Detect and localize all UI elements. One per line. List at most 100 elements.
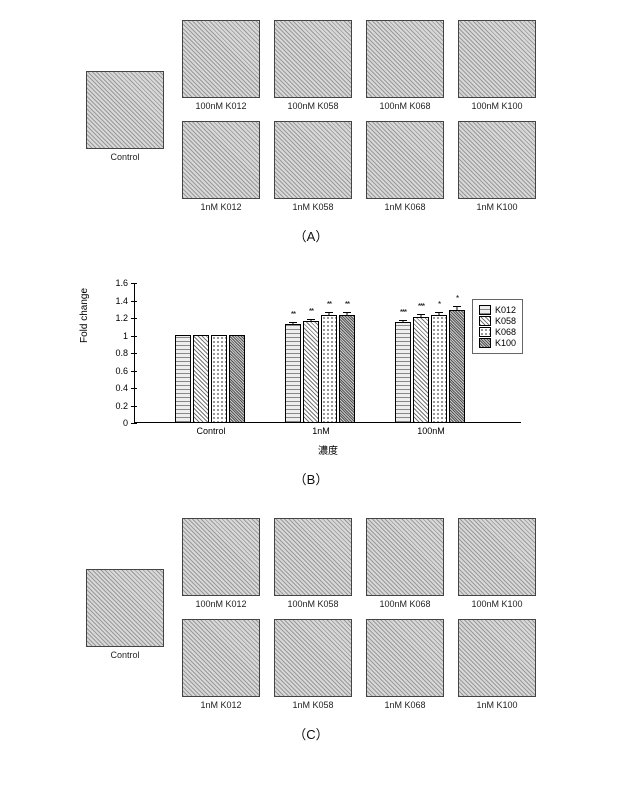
bar-group: ********	[285, 315, 355, 422]
image-cell	[274, 121, 352, 199]
panel-c: Control 100nM K012100nM K058100nM K06810…	[20, 518, 602, 743]
cell-label: 100nM K100	[471, 101, 522, 111]
y-tick-label: 0	[123, 418, 128, 428]
legend-swatch	[479, 316, 491, 326]
image-cell	[458, 20, 536, 98]
significance-marker: **	[291, 310, 295, 319]
cell-label: 100nM K012	[195, 101, 246, 111]
image-cell	[182, 619, 260, 697]
panel-c-caption: （C）	[20, 724, 602, 743]
y-tick-label: 1.4	[115, 296, 128, 306]
grid-cell-col: 1nM K100	[458, 619, 536, 710]
significance-marker: *	[438, 300, 440, 309]
cell-label: 100nM K058	[287, 101, 338, 111]
panel-b: Fold change 00.20.40.60.811.21.41.6 濃度 C…	[20, 275, 602, 488]
bar-chart: Fold change 00.20.40.60.811.21.41.6 濃度 C…	[101, 275, 521, 455]
grid-cell-col: 100nM K058	[274, 20, 352, 111]
control-label: Control	[110, 650, 139, 660]
grid-row: 100nM K012 100nM K058 100nM K068 100nM K100	[182, 20, 536, 111]
grid-cell-col: 1nM K012	[182, 619, 260, 710]
significance-marker: ***	[418, 302, 424, 311]
x-tick-label: 1nM	[312, 426, 330, 436]
legend-swatch	[479, 305, 491, 315]
control-label: Control	[110, 152, 139, 162]
y-tick-label: 0.4	[115, 383, 128, 393]
image-cell	[182, 20, 260, 98]
y-axis: Fold change 00.20.40.60.811.21.41.6	[101, 283, 135, 423]
grid-cell-col: 1nM K068	[366, 121, 444, 212]
bar: *	[449, 310, 465, 422]
x-tick-label: Control	[196, 426, 225, 436]
bar	[193, 335, 209, 423]
legend-label: K012	[495, 305, 516, 315]
legend-row: K058	[479, 316, 516, 326]
image-cell	[366, 619, 444, 697]
legend-row: K068	[479, 327, 516, 337]
bar	[211, 335, 227, 423]
y-tick-label: 0.8	[115, 348, 128, 358]
bar: ***	[395, 322, 411, 422]
image-cell	[366, 518, 444, 596]
panel-a-control: Control	[86, 71, 164, 162]
error-cap	[417, 314, 425, 315]
panel-a: Control 100nM K012100nM K058100nM K06810…	[20, 20, 602, 245]
significance-marker: *	[456, 294, 458, 303]
panel-c-cells: 100nM K012100nM K058100nM K068100nM K100…	[182, 518, 536, 710]
image-cell	[366, 121, 444, 199]
legend-swatch	[479, 327, 491, 337]
y-tick-label: 0.2	[115, 401, 128, 411]
significance-marker: **	[327, 300, 331, 309]
x-axis-title: 濃度	[318, 442, 338, 457]
plot-area: 濃度 Control********1nM********100nM	[135, 283, 521, 423]
control-cell	[86, 71, 164, 149]
grid-row: 100nM K012100nM K058100nM K068100nM K100	[182, 518, 536, 609]
bar: *	[431, 315, 447, 422]
grid-row: 1nM K0121nM K0581nM K0681nM K100	[182, 619, 536, 710]
cell-label: 1nM K012	[200, 700, 241, 710]
cell-label: 1nM K100	[476, 202, 517, 212]
panel-c-control: Control	[86, 569, 164, 660]
grid-cell-col: 100nM K068	[366, 518, 444, 609]
error-cap	[325, 312, 333, 313]
image-cell	[458, 619, 536, 697]
cell-label: 100nM K058	[287, 599, 338, 609]
error-cap	[307, 319, 315, 320]
cell-label: 100nM K068	[379, 599, 430, 609]
error-cap	[453, 306, 461, 307]
grid-cell-col: 1nM K100	[458, 121, 536, 212]
grid-cell-col: 100nM K100	[458, 20, 536, 111]
cell-label: 100nM K012	[195, 599, 246, 609]
cell-label: 1nM K058	[292, 700, 333, 710]
legend-label: K068	[495, 327, 516, 337]
bar: ***	[413, 317, 429, 422]
panel-a-cells: 100nM K012 100nM K058 100nM K068 100nM K100…	[182, 20, 536, 212]
cell-label: 1nM K068	[384, 202, 425, 212]
legend-label: K100	[495, 338, 516, 348]
grid-cell-col: 100nM K068	[366, 20, 444, 111]
image-cell	[366, 20, 444, 98]
bar: **	[303, 321, 319, 422]
bar-group	[175, 335, 245, 423]
significance-marker: ***	[400, 308, 406, 317]
cell-label: 1nM K012	[200, 202, 241, 212]
panel-b-caption: （B）	[20, 469, 602, 488]
bar	[175, 335, 191, 423]
image-cell	[458, 518, 536, 596]
grid-cell-col: 100nM K012	[182, 20, 260, 111]
image-cell	[274, 518, 352, 596]
image-cell	[182, 121, 260, 199]
legend-swatch	[479, 338, 491, 348]
cell-label: 100nM K068	[379, 101, 430, 111]
panel-a-caption: （A）	[20, 226, 602, 245]
y-tick-label: 1	[123, 331, 128, 341]
grid-cell-col: 1nM K058	[274, 121, 352, 212]
significance-marker: **	[345, 300, 349, 309]
x-tick-label: 100nM	[417, 426, 445, 436]
legend-label: K058	[495, 316, 516, 326]
bar: **	[339, 315, 355, 422]
control-cell	[86, 569, 164, 647]
legend-row: K012	[479, 305, 516, 315]
cell-label: 1nM K058	[292, 202, 333, 212]
grid-cell-col: 100nM K012	[182, 518, 260, 609]
grid-cell-col: 1nM K058	[274, 619, 352, 710]
